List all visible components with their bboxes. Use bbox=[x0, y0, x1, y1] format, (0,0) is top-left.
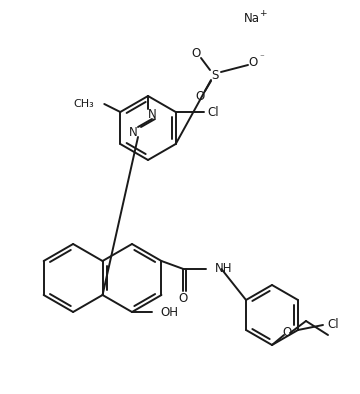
Text: O: O bbox=[195, 89, 204, 102]
Text: S: S bbox=[211, 69, 219, 82]
Text: N: N bbox=[148, 108, 156, 121]
Text: Cl: Cl bbox=[208, 106, 219, 119]
Text: O: O bbox=[179, 292, 188, 305]
Text: N: N bbox=[129, 126, 138, 139]
Text: O: O bbox=[248, 56, 258, 69]
Text: ⁻: ⁻ bbox=[260, 54, 264, 63]
Text: Cl: Cl bbox=[327, 318, 339, 331]
Text: NH: NH bbox=[215, 262, 232, 275]
Text: CH₃: CH₃ bbox=[73, 99, 94, 109]
Text: O: O bbox=[192, 46, 201, 59]
Text: +: + bbox=[259, 9, 267, 17]
Text: Na: Na bbox=[244, 11, 260, 24]
Text: OH: OH bbox=[160, 305, 178, 318]
Text: O: O bbox=[282, 327, 292, 340]
